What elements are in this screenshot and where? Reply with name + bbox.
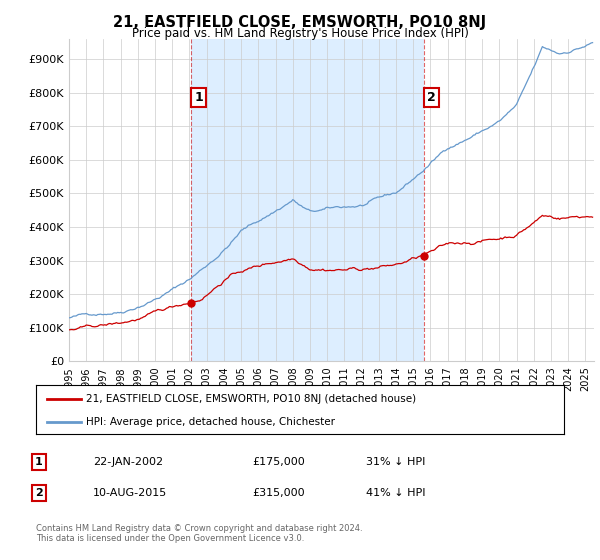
Bar: [191, 39, 424, 361]
Text: Contains HM Land Registry data © Crown copyright and database right 2024.
This d: Contains HM Land Registry data © Crown c…: [36, 524, 362, 543]
Text: 1: 1: [194, 91, 203, 104]
Text: HPI: Average price, detached house, Chichester: HPI: Average price, detached house, Chic…: [86, 417, 335, 427]
Text: 2: 2: [35, 488, 43, 498]
Text: 22-JAN-2002: 22-JAN-2002: [93, 457, 163, 467]
Text: Price paid vs. HM Land Registry's House Price Index (HPI): Price paid vs. HM Land Registry's House …: [131, 27, 469, 40]
Text: 31% ↓ HPI: 31% ↓ HPI: [366, 457, 425, 467]
Text: 10-AUG-2015: 10-AUG-2015: [93, 488, 167, 498]
Text: 1: 1: [35, 457, 43, 467]
Text: £315,000: £315,000: [252, 488, 305, 498]
Text: 21, EASTFIELD CLOSE, EMSWORTH, PO10 8NJ: 21, EASTFIELD CLOSE, EMSWORTH, PO10 8NJ: [113, 15, 487, 30]
Text: 41% ↓ HPI: 41% ↓ HPI: [366, 488, 425, 498]
Text: 21, EASTFIELD CLOSE, EMSWORTH, PO10 8NJ (detached house): 21, EASTFIELD CLOSE, EMSWORTH, PO10 8NJ …: [86, 394, 416, 404]
Text: 2: 2: [427, 91, 436, 104]
Text: £175,000: £175,000: [252, 457, 305, 467]
